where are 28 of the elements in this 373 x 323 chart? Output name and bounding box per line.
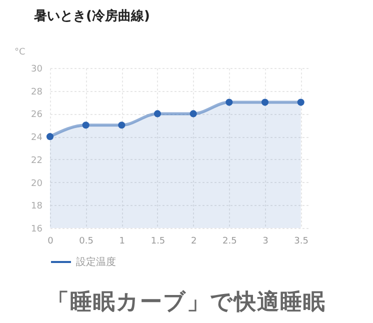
- y-axis-title: °C: [14, 48, 26, 58]
- x-tick-label: 2: [190, 236, 197, 246]
- x-tick-label: 0: [48, 236, 54, 246]
- point: [46, 133, 54, 140]
- point: [118, 122, 126, 129]
- x-tick-label: 0.5: [79, 236, 94, 246]
- point: [82, 122, 90, 129]
- point: [297, 98, 304, 106]
- chart-title: 暑いとき(冷房曲線): [33, 8, 150, 24]
- x-tick-label: 3: [262, 236, 268, 246]
- x-tick-label: 1.5: [150, 236, 166, 246]
- x-tick-label: 3.5: [294, 236, 308, 246]
- point: [190, 110, 197, 118]
- y-tick-label: 22: [31, 156, 42, 166]
- y-tick-label: 30: [31, 64, 43, 74]
- point: [226, 98, 233, 106]
- y-tick-label: 28: [31, 87, 43, 98]
- y-tick-label: 20: [31, 178, 43, 189]
- y-tick-label: 24: [31, 133, 43, 144]
- point: [261, 98, 269, 106]
- y-tick-label: 26: [31, 110, 43, 120]
- legend-label: 設定温度: [76, 256, 116, 268]
- y-tick-label: 18: [31, 202, 43, 212]
- x-tick-label: 2.5: [222, 236, 237, 246]
- text: 「睡眠カーブ」で快適睡眠: [46, 288, 327, 317]
- x-tick-label: 1: [119, 236, 126, 246]
- point: [154, 110, 162, 118]
- y-tick-label: 16: [31, 224, 43, 234]
